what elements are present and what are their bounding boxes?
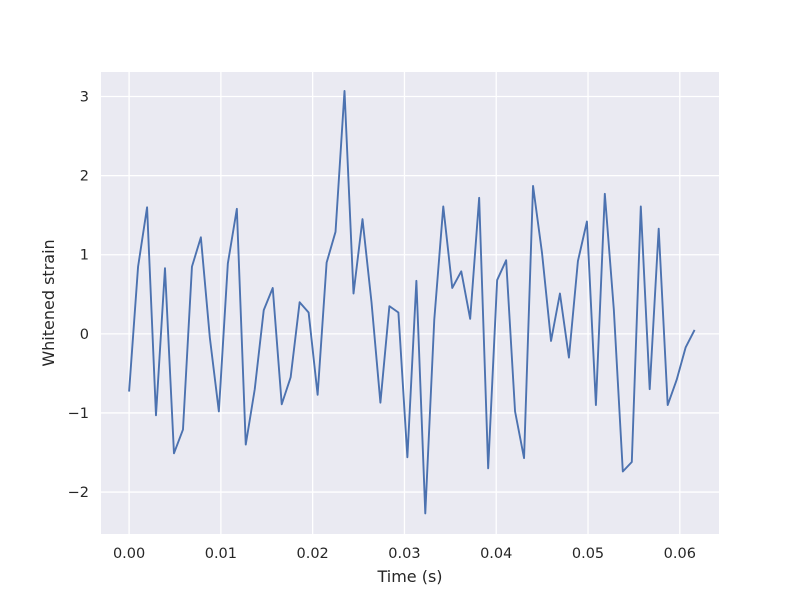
strain-series-line [128,90,696,515]
x-axis-label: Time (s) [376,567,442,586]
y-tick-label: 2 [80,169,89,185]
plot-area [101,72,719,534]
x-tick-label: 0.02 [297,546,329,562]
y-tick-labels: −2 −1 0 1 2 3 [68,90,89,502]
x-tick-labels: 0.00 0.01 0.02 0.03 0.04 0.05 0.06 [113,546,696,562]
y-tick-label: 3 [80,90,89,106]
x-tick-label: 0.05 [572,546,604,562]
y-tick-label: −1 [68,406,89,422]
x-tick-label: 0.06 [664,546,696,562]
y-axis-label: Whitened strain [39,239,58,366]
y-tick-label: 1 [80,248,89,264]
x-tick-label: 0.01 [205,546,237,562]
x-tick-label: 0.00 [113,546,145,562]
x-tick-label: 0.03 [388,546,420,562]
y-tick-label: 0 [80,327,89,343]
x-tick-label: 0.04 [480,546,512,562]
y-tick-label: −2 [68,485,89,501]
